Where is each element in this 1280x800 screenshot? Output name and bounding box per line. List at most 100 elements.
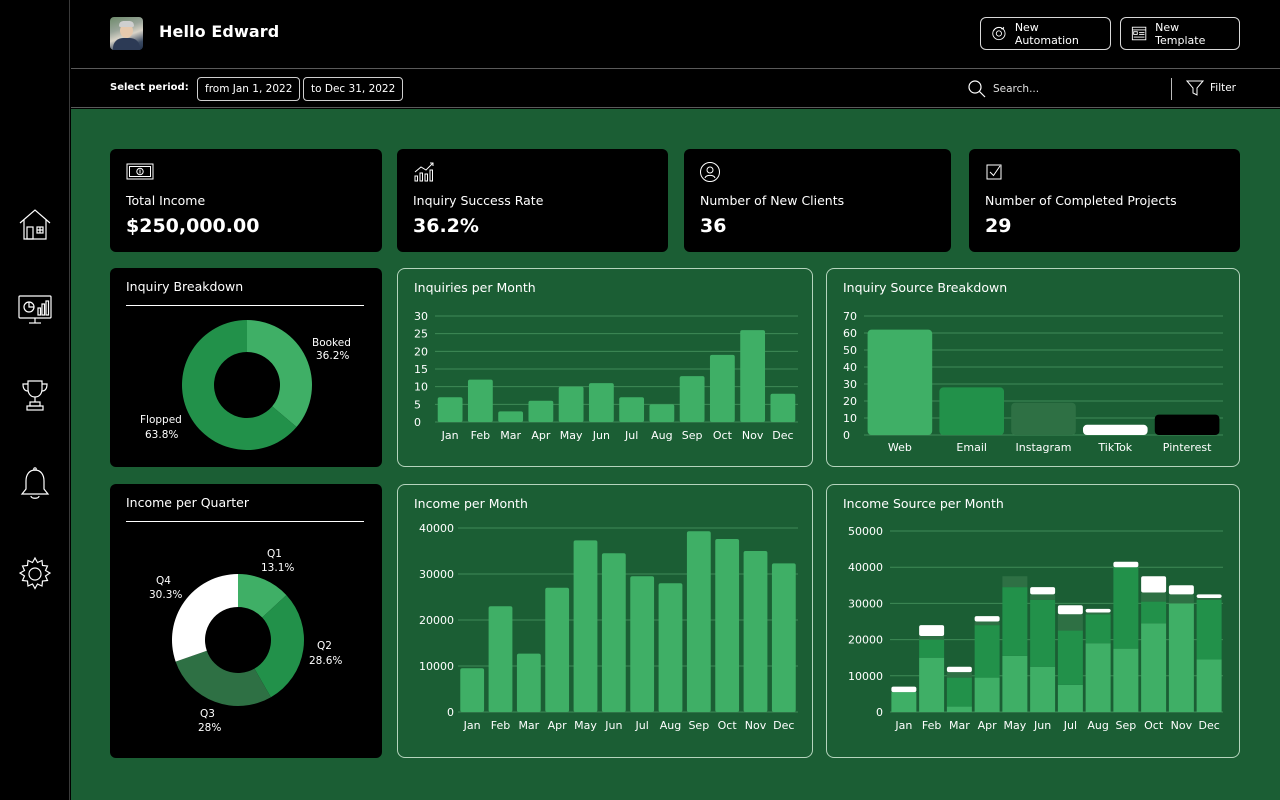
y-tick-label: 20 <box>843 395 857 408</box>
x-tick-label: Instagram <box>1016 441 1072 454</box>
bar <box>545 587 570 712</box>
y-tick-label: 10000 <box>848 670 883 683</box>
bar-segment <box>891 692 917 712</box>
x-tick-label: Sep <box>1116 719 1137 732</box>
bar-segment <box>1002 655 1028 712</box>
slice-flopped <box>182 320 297 450</box>
y-tick-label: 0 <box>876 706 883 719</box>
bar-segment <box>1030 594 1056 600</box>
date-to-picker[interactable]: to Dec 31, 2022 <box>303 77 404 101</box>
y-tick-label: 10 <box>843 412 857 425</box>
bar-segment <box>974 621 1000 626</box>
bell-icon[interactable] <box>17 466 53 502</box>
stat-card-new-clients: Number of New Clients 36 <box>684 149 951 252</box>
checkbox-icon <box>986 164 1002 180</box>
x-tick-label: Jan <box>463 719 481 732</box>
panel-divider <box>126 521 364 522</box>
stat-value: 29 <box>985 215 1012 237</box>
filter-button[interactable]: Filter <box>1186 79 1236 97</box>
inquiries-per-month-panel: Inquiries per Month 0 5 10 15 20 25 30 Jan Feb Ma… <box>397 268 813 467</box>
avatar[interactable] <box>110 17 143 50</box>
trophy-icon[interactable] <box>17 377 53 413</box>
bar-segment <box>1196 599 1222 660</box>
search-input[interactable] <box>993 78 1163 100</box>
top-header: Hello Edward New Automation New Template <box>71 0 1280 69</box>
date-from-picker[interactable]: from Jan 1, 2022 <box>197 77 301 101</box>
bar <box>573 540 598 712</box>
stat-label: Number of New Clients <box>700 193 845 208</box>
inquiries-per-month-chart: 0 5 10 15 20 25 30 Jan Feb Mar Apr May Jun Jul Aug Sep O… <box>414 310 798 442</box>
bar <box>771 563 796 712</box>
x-tick-label: Aug <box>1087 719 1108 732</box>
booked-label: Booked <box>312 337 351 349</box>
bar-segment <box>946 672 972 678</box>
bar <box>679 376 705 422</box>
dashboard-icon[interactable] <box>17 291 53 327</box>
bar-segment <box>946 666 972 673</box>
x-tick-label: Apr <box>548 719 568 732</box>
stat-card-total-income: Total Income $250,000.00 <box>110 149 382 252</box>
x-tick-label: Nov <box>742 429 764 442</box>
x-tick-label: Jul <box>624 429 638 442</box>
bar-segment <box>919 657 945 712</box>
bar <box>619 397 645 422</box>
bar-segment <box>1141 601 1167 624</box>
slice-q1 <box>238 574 287 618</box>
sidebar <box>0 0 70 800</box>
bar <box>649 404 675 422</box>
bar-segment <box>1030 599 1056 667</box>
bar-segment <box>1085 608 1111 613</box>
q3-value: 28% <box>198 722 221 734</box>
x-tick-label: Nov <box>1171 719 1193 732</box>
income-per-quarter-chart: Q1 13.1% Q2 28.6% Q3 28% Q4 30.3% <box>149 548 342 734</box>
y-tick-label: 30 <box>414 310 428 323</box>
stat-label: Inquiry Success Rate <box>413 193 544 208</box>
bar-segment <box>974 677 1000 712</box>
x-tick-label: Mar <box>500 429 521 442</box>
home-icon[interactable] <box>17 206 53 242</box>
y-tick-label: 25 <box>414 328 428 341</box>
bar <box>715 539 740 712</box>
new-automation-button[interactable]: New Automation <box>980 17 1111 50</box>
bar <box>460 668 485 712</box>
gear-icon[interactable] <box>17 556 53 592</box>
slice-q4 <box>172 574 238 662</box>
x-tick-label: Mar <box>518 719 539 732</box>
q1-value: 13.1% <box>261 562 294 574</box>
x-tick-label: May <box>1004 719 1027 732</box>
filter-label: Filter <box>1210 82 1237 94</box>
x-tick-label: Jan <box>441 429 459 442</box>
income-source-per-month-chart: 0 10000 20000 30000 40000 50000 Jan Feb Mar Apr Ma… <box>848 525 1223 732</box>
bar <box>488 606 513 712</box>
x-tick-label: Dec <box>773 719 794 732</box>
x-tick-label: Web <box>888 441 912 454</box>
period-bar: Select period: from Jan 1, 2022 to Dec 3… <box>71 70 1280 108</box>
stat-card-completed-projects: Number of Completed Projects 29 <box>969 149 1240 252</box>
bar-segment <box>1057 684 1083 712</box>
income-per-month-panel: Income per Month 0 10000 20000 30000 40000 Ja… <box>397 484 813 758</box>
bar <box>1082 424 1148 435</box>
x-tick-label: Apr <box>978 719 998 732</box>
x-tick-label: Feb <box>471 429 490 442</box>
bar-segment <box>946 677 972 707</box>
slice-q2 <box>254 595 304 698</box>
q2-value: 28.6% <box>309 655 342 667</box>
y-tick-label: 10 <box>414 381 428 394</box>
bar <box>1154 414 1220 435</box>
y-tick-label: 20000 <box>419 614 454 627</box>
automation-icon <box>992 26 1006 41</box>
bar <box>558 386 584 422</box>
x-tick-label: Oct <box>718 719 738 732</box>
bar-segment <box>1085 643 1111 712</box>
bar <box>498 411 524 422</box>
bar-segment <box>1030 666 1056 712</box>
y-tick-label: 70 <box>843 310 857 323</box>
y-tick-label: 0 <box>447 706 454 719</box>
bar <box>588 383 614 422</box>
booked-value: 36.2% <box>316 350 349 362</box>
x-tick-label: May <box>560 429 583 442</box>
new-template-button[interactable]: New Template <box>1120 17 1240 50</box>
bar-segment <box>1057 614 1083 631</box>
search-icon[interactable] <box>967 79 987 99</box>
stat-label: Number of Completed Projects <box>985 193 1177 208</box>
